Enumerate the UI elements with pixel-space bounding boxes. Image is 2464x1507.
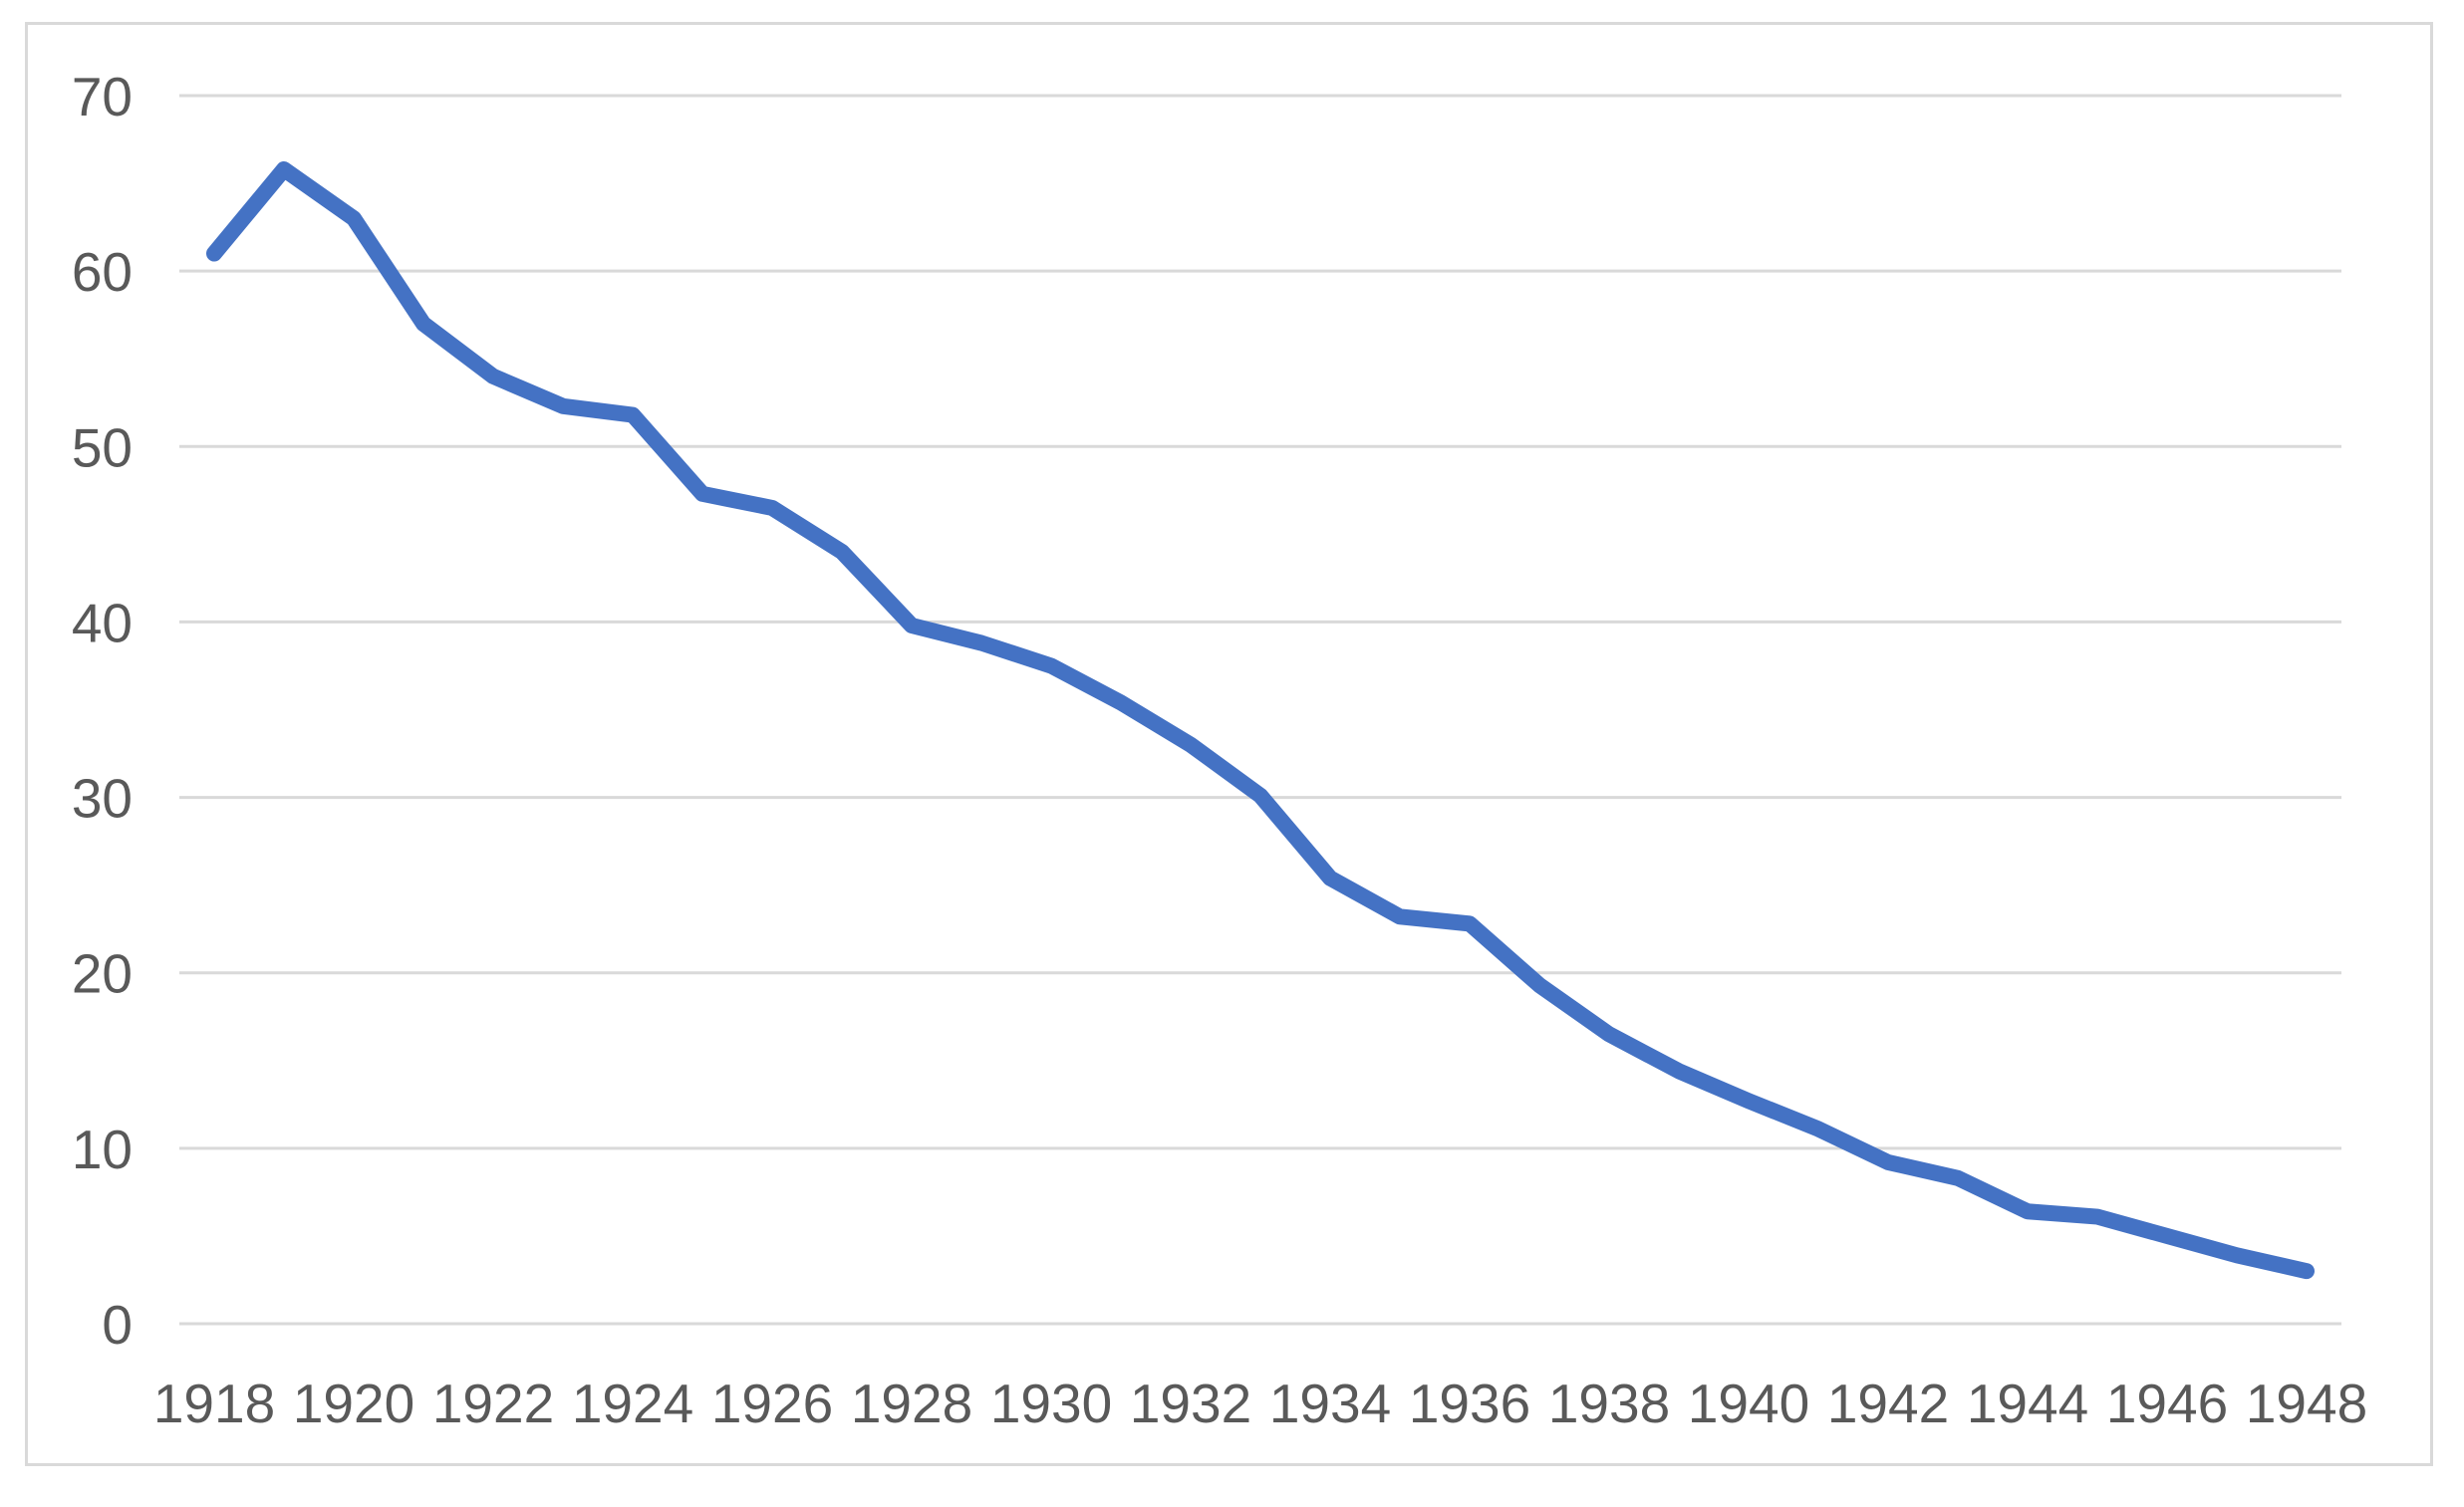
gridlines xyxy=(179,94,2341,1326)
x-tick-label: 1920 xyxy=(293,1373,414,1434)
x-tick-label: 1928 xyxy=(851,1373,972,1434)
x-axis-tick-labels: 1918 1920 1922 1924 1926 1928 1930 1932 1934 1936… xyxy=(153,1373,2367,1434)
y-axis-tick-labels: 0 10 20 30 40 50 60 70 xyxy=(72,66,133,1356)
x-tick-label: 1938 xyxy=(1548,1373,1670,1434)
x-tick-label: 1922 xyxy=(432,1373,554,1434)
x-tick-label: 1930 xyxy=(990,1373,1112,1434)
x-tick-label: 1918 xyxy=(153,1373,275,1434)
y-tick-label: 20 xyxy=(72,943,133,1005)
x-tick-label: 1936 xyxy=(1409,1373,1530,1434)
y-tick-label: 10 xyxy=(72,1119,133,1180)
data-series xyxy=(206,160,2315,1280)
y-tick-label: 60 xyxy=(72,241,133,303)
chart-border xyxy=(25,22,2433,1466)
x-tick-label: 1942 xyxy=(1827,1373,1949,1434)
y-tick-label: 50 xyxy=(72,416,133,478)
x-tick-label: 1944 xyxy=(1967,1373,2088,1434)
x-tick-label: 1940 xyxy=(1688,1373,1809,1434)
y-tick-label: 40 xyxy=(72,592,133,653)
x-tick-label: 1932 xyxy=(1130,1373,1251,1434)
x-tick-label: 1924 xyxy=(572,1373,693,1434)
x-tick-label: 1946 xyxy=(2106,1373,2228,1434)
y-tick-label: 0 xyxy=(102,1294,133,1356)
data-line xyxy=(206,160,2315,1280)
x-tick-label: 1948 xyxy=(2246,1373,2367,1434)
y-tick-label: 30 xyxy=(72,768,133,830)
y-tick-label: 70 xyxy=(72,66,133,127)
x-tick-label: 1926 xyxy=(711,1373,833,1434)
x-tick-label: 1934 xyxy=(1269,1373,1391,1434)
